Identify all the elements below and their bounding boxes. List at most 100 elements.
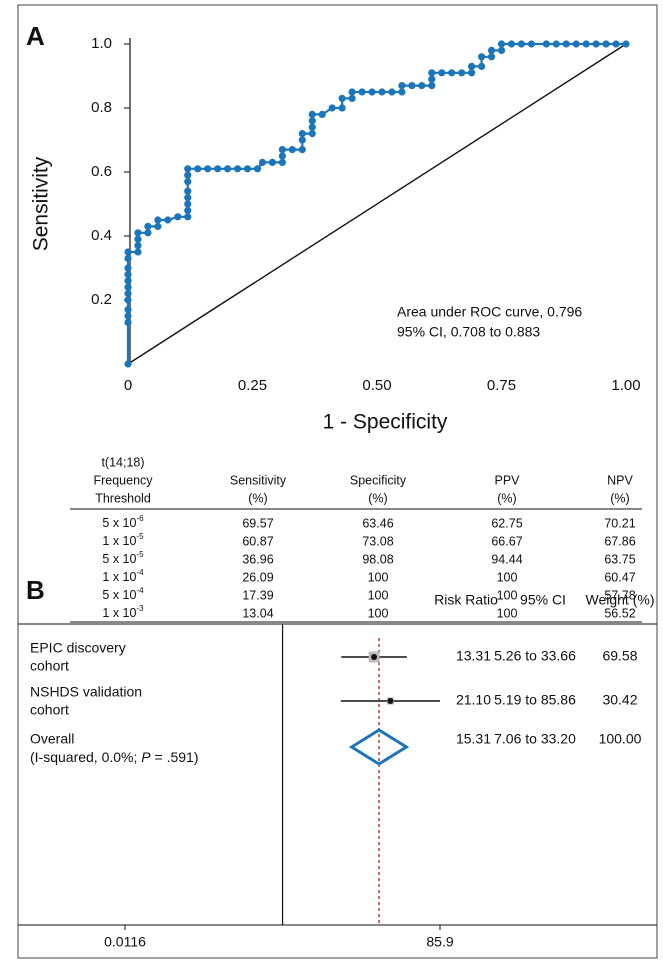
roc-point xyxy=(124,306,132,314)
roc-point xyxy=(477,62,486,70)
threshold-exponent: -4 xyxy=(136,586,144,595)
roc-point xyxy=(507,40,516,48)
table-cell: 62.75 xyxy=(491,516,522,530)
weight: 100.00 xyxy=(599,731,642,747)
note-part: (I-squared, 0.0%; xyxy=(30,749,141,765)
roc-point xyxy=(184,206,192,214)
roc-point xyxy=(308,123,316,131)
roc-point xyxy=(448,69,456,77)
roc-point xyxy=(124,290,132,298)
roc-point xyxy=(542,40,550,48)
roc-point xyxy=(582,40,590,48)
point-estimate xyxy=(371,654,378,660)
table-cell: 13.04 xyxy=(242,606,273,620)
table-cell: 66.67 xyxy=(491,534,522,548)
roc-point xyxy=(144,222,152,230)
roc-point xyxy=(134,242,142,250)
y-tick-label: 0.4 xyxy=(91,227,112,244)
weight: 69.58 xyxy=(602,648,637,664)
figure-border xyxy=(17,4,658,959)
table-cell: 60.87 xyxy=(242,534,273,548)
roc-point xyxy=(124,248,132,256)
roc-point xyxy=(428,82,436,90)
roc-point xyxy=(124,277,132,285)
roc-point xyxy=(458,69,466,77)
roc-point xyxy=(184,171,192,179)
reference-diagonal xyxy=(127,43,627,365)
annotation: 95% CI, 0.708 to 0.883 xyxy=(397,324,540,340)
table-cell: 36.96 xyxy=(242,552,273,566)
roc-point xyxy=(468,62,476,70)
study-label: NSHDS validation xyxy=(30,684,142,700)
table-cell: 100 xyxy=(497,570,518,584)
roc-point xyxy=(612,40,620,48)
roc-point xyxy=(552,40,560,48)
table-cell: 69.57 xyxy=(242,516,273,530)
column-header: Risk Ratio xyxy=(434,592,498,608)
threshold-exponent: -4 xyxy=(136,568,144,577)
ci-label: 5.19 to 85.86 xyxy=(494,692,576,708)
column-header: Weight (%) xyxy=(586,592,655,608)
threshold-exponent: -5 xyxy=(136,550,144,559)
roc-point xyxy=(418,82,426,90)
roc-point xyxy=(258,158,267,166)
table-cell: 100 xyxy=(497,588,518,602)
table-header: NPV xyxy=(607,473,633,487)
roc-point xyxy=(194,165,202,173)
roc-point xyxy=(124,254,132,262)
threshold-base: 1 x 10 xyxy=(102,570,136,584)
x-axis-label: 1 - Specificity xyxy=(323,411,448,434)
roc-point xyxy=(308,117,316,125)
roc-point xyxy=(174,213,182,221)
roc-point xyxy=(184,213,192,221)
table-cell: 94.44 xyxy=(491,552,522,566)
x-tick-label: 0.0116 xyxy=(104,934,146,950)
roc-point xyxy=(398,88,406,96)
roc-point xyxy=(124,264,132,272)
roc-point xyxy=(184,200,192,208)
threshold: 1 x 10-4 xyxy=(102,568,144,584)
table-header: t(14;18) xyxy=(101,455,144,469)
overall-note: (I-squared, 0.0%; P = .591) xyxy=(30,749,199,765)
risk-ratio: 21.10 xyxy=(456,692,491,708)
roc-point xyxy=(338,94,346,102)
table-cell: 100 xyxy=(368,570,389,584)
table-cell: 60.47 xyxy=(604,570,635,584)
roc-point xyxy=(144,229,152,237)
study-label: EPIC discovery xyxy=(30,640,126,656)
x-tick-label: 0.25 xyxy=(238,377,267,394)
roc-point xyxy=(298,136,306,144)
threshold-base: 5 x 10 xyxy=(102,588,136,602)
note-part: P xyxy=(141,749,151,765)
roc-point xyxy=(134,248,142,256)
threshold-base: 1 x 10 xyxy=(102,534,136,548)
roc-point xyxy=(124,318,132,326)
roc-point xyxy=(134,229,142,237)
table-cell: 100 xyxy=(497,606,518,620)
threshold: 1 x 10-5 xyxy=(102,532,144,548)
roc-point xyxy=(572,40,580,48)
threshold-exponent: -3 xyxy=(136,604,144,613)
roc-point xyxy=(298,130,306,138)
panel-label: B xyxy=(26,575,45,605)
roc-point xyxy=(124,296,132,304)
threshold: 1 x 10-3 xyxy=(102,604,144,620)
threshold-base: 5 x 10 xyxy=(102,516,136,530)
roc-point xyxy=(278,146,286,154)
roc-point xyxy=(348,94,356,102)
roc-point xyxy=(154,222,162,230)
roc-point xyxy=(487,46,496,55)
study-label: cohort xyxy=(30,658,69,674)
roc-point xyxy=(124,312,132,320)
roc-point xyxy=(388,88,396,96)
roc-point xyxy=(428,69,436,77)
table-header: PPV xyxy=(494,473,520,487)
roc-point xyxy=(497,46,506,55)
roc-point xyxy=(164,216,172,224)
table-cell: 56.52 xyxy=(604,606,635,620)
threshold: 5 x 10-6 xyxy=(102,514,144,530)
weight: 30.42 xyxy=(602,692,637,708)
roc-point xyxy=(487,53,496,61)
table-header: (%) xyxy=(610,491,629,505)
y-tick-label: 0.8 xyxy=(91,99,112,116)
